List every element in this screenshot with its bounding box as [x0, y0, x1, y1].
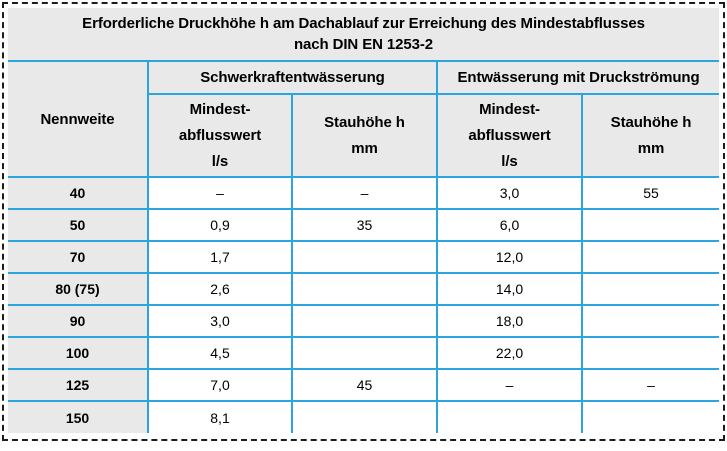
cell-dr-abfluss	[436, 400, 583, 433]
table-row: 70 1,7 12,0	[8, 240, 720, 274]
din-table: Nennweite Schwerkraftentwässerung Entwäs…	[8, 60, 720, 433]
cell-nennweite: 80 (75)	[8, 272, 149, 306]
table-row: 150 8,1	[8, 400, 720, 433]
cell-sk-stau	[291, 304, 438, 338]
cell-sk-abfluss: 4,5	[147, 336, 293, 370]
table-row: 80 (75) 2,6 14,0	[8, 272, 720, 306]
header-group-druckstroemung: Entwässerung mit Druckströmung	[435, 60, 720, 95]
cell-dr-abfluss: –	[436, 368, 583, 402]
cell-nennweite: 100	[8, 336, 149, 370]
cell-sk-abfluss: –	[147, 176, 293, 210]
cell-nennweite: 150	[8, 400, 149, 433]
cell-sk-stau: –	[291, 176, 438, 210]
table-row: 40 – – 3,0 55	[8, 176, 720, 210]
cell-dr-stau: –	[580, 368, 720, 402]
subheader-dr-stauhoehe: Stauhöhe h mm	[580, 93, 720, 178]
cell-dr-abfluss: 14,0	[436, 272, 583, 306]
document-frame: Erforderliche Druckhöhe h am Dachablauf …	[2, 2, 725, 441]
cell-sk-stau	[291, 400, 438, 433]
cell-sk-abfluss: 8,1	[147, 400, 293, 433]
subheader-line: abflusswert	[178, 126, 262, 144]
cell-dr-abfluss: 3,0	[436, 176, 583, 210]
cell-dr-stau	[580, 272, 720, 306]
group-header-row: Nennweite Schwerkraftentwässerung Entwäs…	[8, 60, 720, 178]
cell-nennweite: 90	[8, 304, 149, 338]
table-row: 125 7,0 45 – –	[8, 368, 720, 402]
subheader-line: mm	[637, 139, 665, 157]
table-title: Erforderliche Druckhöhe h am Dachablauf …	[8, 8, 719, 60]
cell-dr-stau: 55	[580, 176, 720, 210]
cell-sk-abfluss: 1,7	[147, 240, 293, 274]
cell-sk-stau	[291, 272, 438, 306]
table-row: 100 4,5 22,0	[8, 336, 720, 370]
subheader-sk-stauhoehe: Stauhöhe h mm	[291, 93, 438, 178]
cell-sk-stau	[291, 336, 438, 370]
cell-sk-abfluss: 0,9	[147, 208, 293, 242]
subheader-line: abflusswert	[468, 126, 551, 144]
cell-dr-stau	[580, 208, 720, 242]
cell-sk-abfluss: 2,6	[147, 272, 293, 306]
cell-sk-abfluss: 3,0	[147, 304, 293, 338]
cell-sk-stau	[291, 240, 438, 274]
subheader-sk-mindestabflusswert: Mindest- abflusswert l/s	[148, 93, 293, 178]
table-row: 50 0,9 35 6,0	[8, 208, 720, 242]
cell-sk-abfluss: 7,0	[147, 368, 293, 402]
cell-dr-abfluss: 18,0	[436, 304, 583, 338]
cell-nennweite: 40	[8, 176, 149, 210]
subheader-line: mm	[351, 139, 378, 157]
subheader-line: Stauhöhe h	[324, 113, 405, 131]
cell-dr-stau	[580, 400, 720, 433]
cell-dr-stau	[580, 240, 720, 274]
table-row: 90 3,0 18,0	[8, 304, 720, 338]
title-line-2: nach DIN EN 1253-2	[293, 36, 434, 53]
cell-nennweite: 50	[8, 208, 149, 242]
cell-dr-stau	[580, 336, 720, 370]
cell-sk-stau: 35	[291, 208, 438, 242]
header-group-schwerkraft: Schwerkraftentwässerung	[147, 60, 438, 95]
cell-dr-abfluss: 12,0	[436, 240, 583, 274]
sub-header-row: Mindest- abflusswert l/s Stauhöhe h mm M…	[8, 93, 720, 178]
title-line-1: Erforderliche Druckhöhe h am Dachablauf …	[82, 15, 645, 32]
subheader-line: Mindest-	[189, 100, 251, 118]
cell-nennweite: 70	[8, 240, 149, 274]
subheader-dr-mindestabflusswert: Mindest- abflusswert l/s	[436, 93, 583, 178]
cell-dr-stau	[580, 304, 720, 338]
cell-dr-abfluss: 22,0	[436, 336, 583, 370]
cell-sk-stau: 45	[291, 368, 438, 402]
cell-nennweite: 125	[8, 368, 149, 402]
subheader-line: Mindest-	[479, 100, 540, 118]
subheader-line: Stauhöhe h	[610, 113, 692, 131]
header-nennweite: Nennweite	[8, 60, 149, 178]
subheader-line: l/s	[211, 152, 229, 170]
cell-dr-abfluss: 6,0	[436, 208, 583, 242]
subheader-line: l/s	[501, 152, 518, 170]
